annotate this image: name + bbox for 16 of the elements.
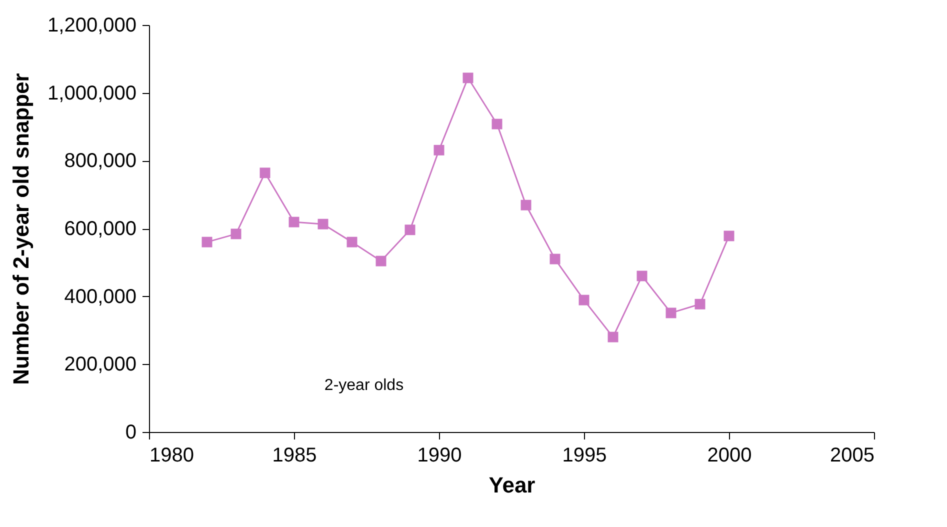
x-tick-label: 1995 xyxy=(562,444,607,466)
x-axis-title: Year xyxy=(488,472,536,498)
x-tick-label: 2005 xyxy=(830,444,874,466)
x-tick-label: 1980 xyxy=(150,444,194,466)
annotation: 2-year olds xyxy=(324,377,404,394)
y-tick-label: 600,000 xyxy=(64,218,136,240)
x-tick-label: 1985 xyxy=(272,444,317,466)
y-tick-label: 0 xyxy=(125,422,136,444)
y-tick-label: 200,000 xyxy=(64,354,136,376)
y-tick-label: 800,000 xyxy=(64,150,136,172)
y-axis-title: Number of 2-year old snapper xyxy=(8,72,34,385)
y-tick-label: 1,000,000 xyxy=(48,82,136,104)
x-tick-label: 2000 xyxy=(707,444,752,466)
x-tick-label: 1990 xyxy=(417,444,462,466)
y-tick-label: 1,200,000 xyxy=(48,14,136,36)
y-tick-label: 400,000 xyxy=(64,286,136,308)
